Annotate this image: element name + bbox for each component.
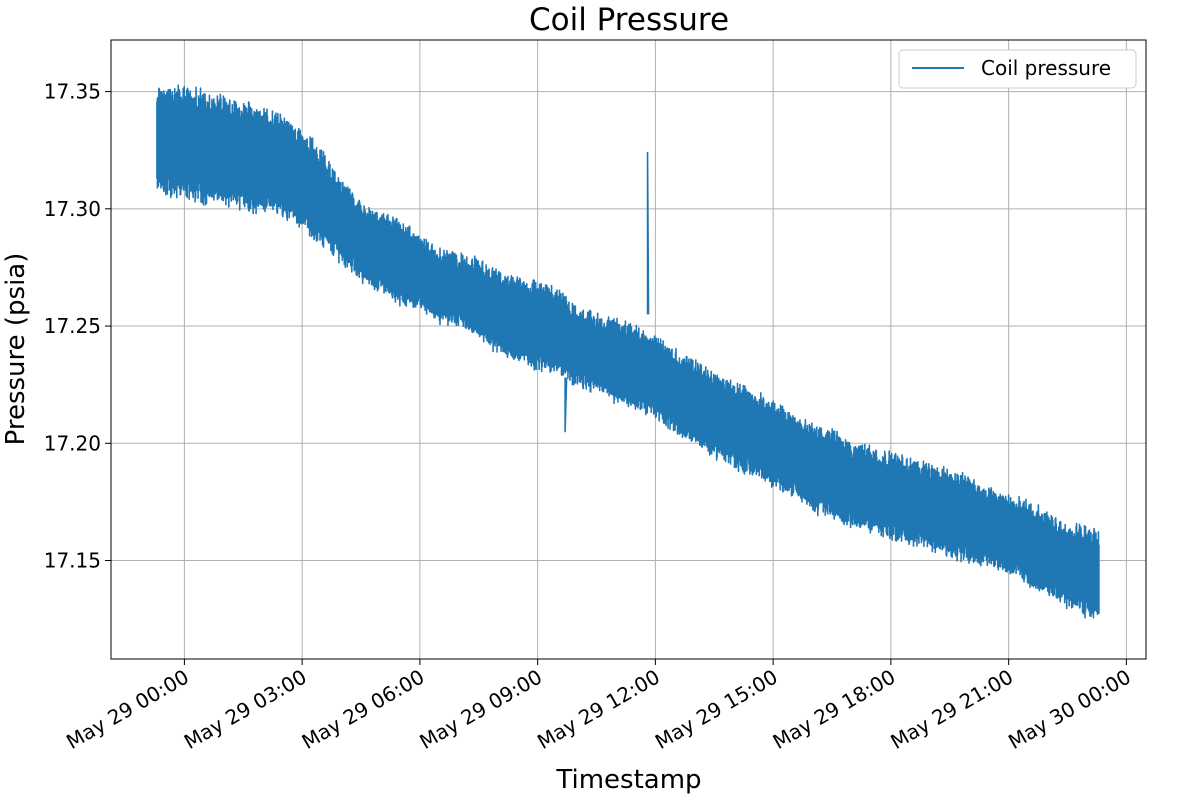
y-tick-label: 17.15 — [44, 549, 101, 573]
legend: Coil pressure — [898, 49, 1137, 89]
series-line-coil-pressure — [156, 84, 1100, 619]
y-axis-label: Pressure (psia) — [1, 253, 31, 446]
x-axis-label: Timestamp — [555, 765, 701, 795]
chart-title: Coil Pressure — [529, 2, 729, 38]
y-tick-label: 17.30 — [44, 197, 101, 221]
legend-box — [898, 49, 1137, 89]
plot-frame — [110, 39, 1147, 660]
y-tick-label: 17.35 — [44, 80, 101, 104]
y-tick-label: 17.20 — [44, 431, 101, 455]
legend-label-coil-pressure: Coil pressure — [981, 56, 1111, 80]
y-tick-label: 17.25 — [44, 314, 101, 338]
data-series — [156, 84, 1100, 619]
